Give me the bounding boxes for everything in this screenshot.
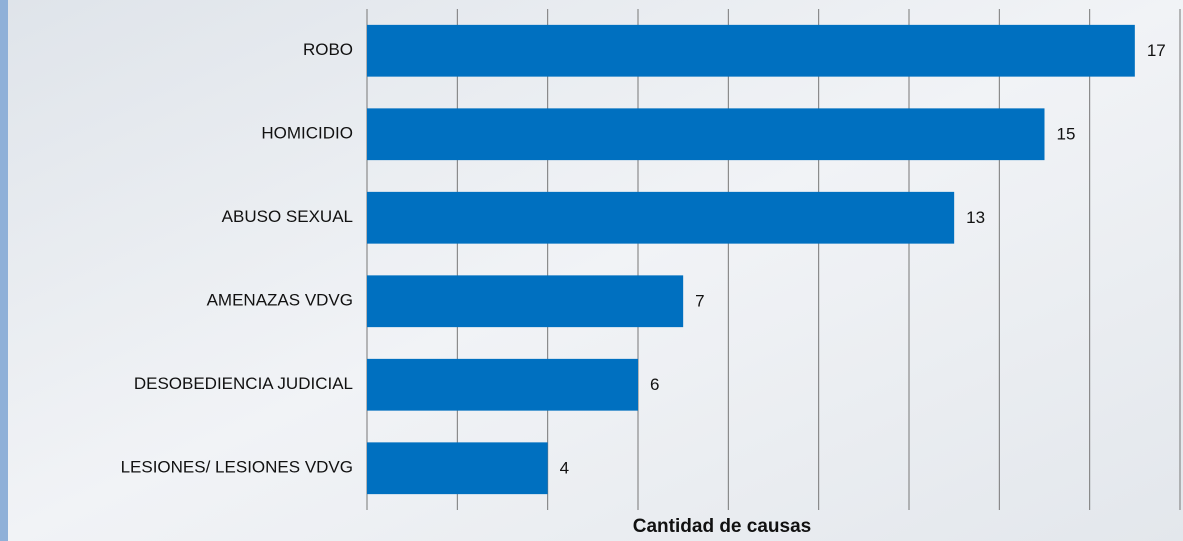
bar bbox=[367, 24, 1135, 77]
value-label: 15 bbox=[1057, 125, 1076, 144]
y-tick-label: HOMICIDIO bbox=[261, 124, 353, 143]
bar bbox=[367, 108, 1045, 161]
value-label: 4 bbox=[560, 459, 569, 478]
y-tick-label: AMENAZAS VDVG bbox=[207, 291, 353, 310]
y-tick-label: ROBO bbox=[303, 40, 353, 59]
value-label: 6 bbox=[650, 375, 659, 394]
bar bbox=[367, 442, 548, 495]
bar bbox=[367, 358, 638, 411]
value-label: 13 bbox=[966, 208, 985, 227]
bar bbox=[367, 275, 684, 328]
value-label: 17 bbox=[1147, 41, 1166, 60]
bar bbox=[367, 191, 955, 244]
value-label: 7 bbox=[695, 292, 704, 311]
left-edge bbox=[0, 0, 8, 541]
y-tick-label: DESOBEDIENCIA JUDICIAL bbox=[134, 374, 353, 393]
x-axis-label: Cantidad de causas bbox=[633, 516, 811, 537]
y-tick-label: ABUSO SEXUAL bbox=[222, 207, 353, 226]
y-tick-label: LESIONES/ LESIONES VDVG bbox=[121, 458, 353, 477]
